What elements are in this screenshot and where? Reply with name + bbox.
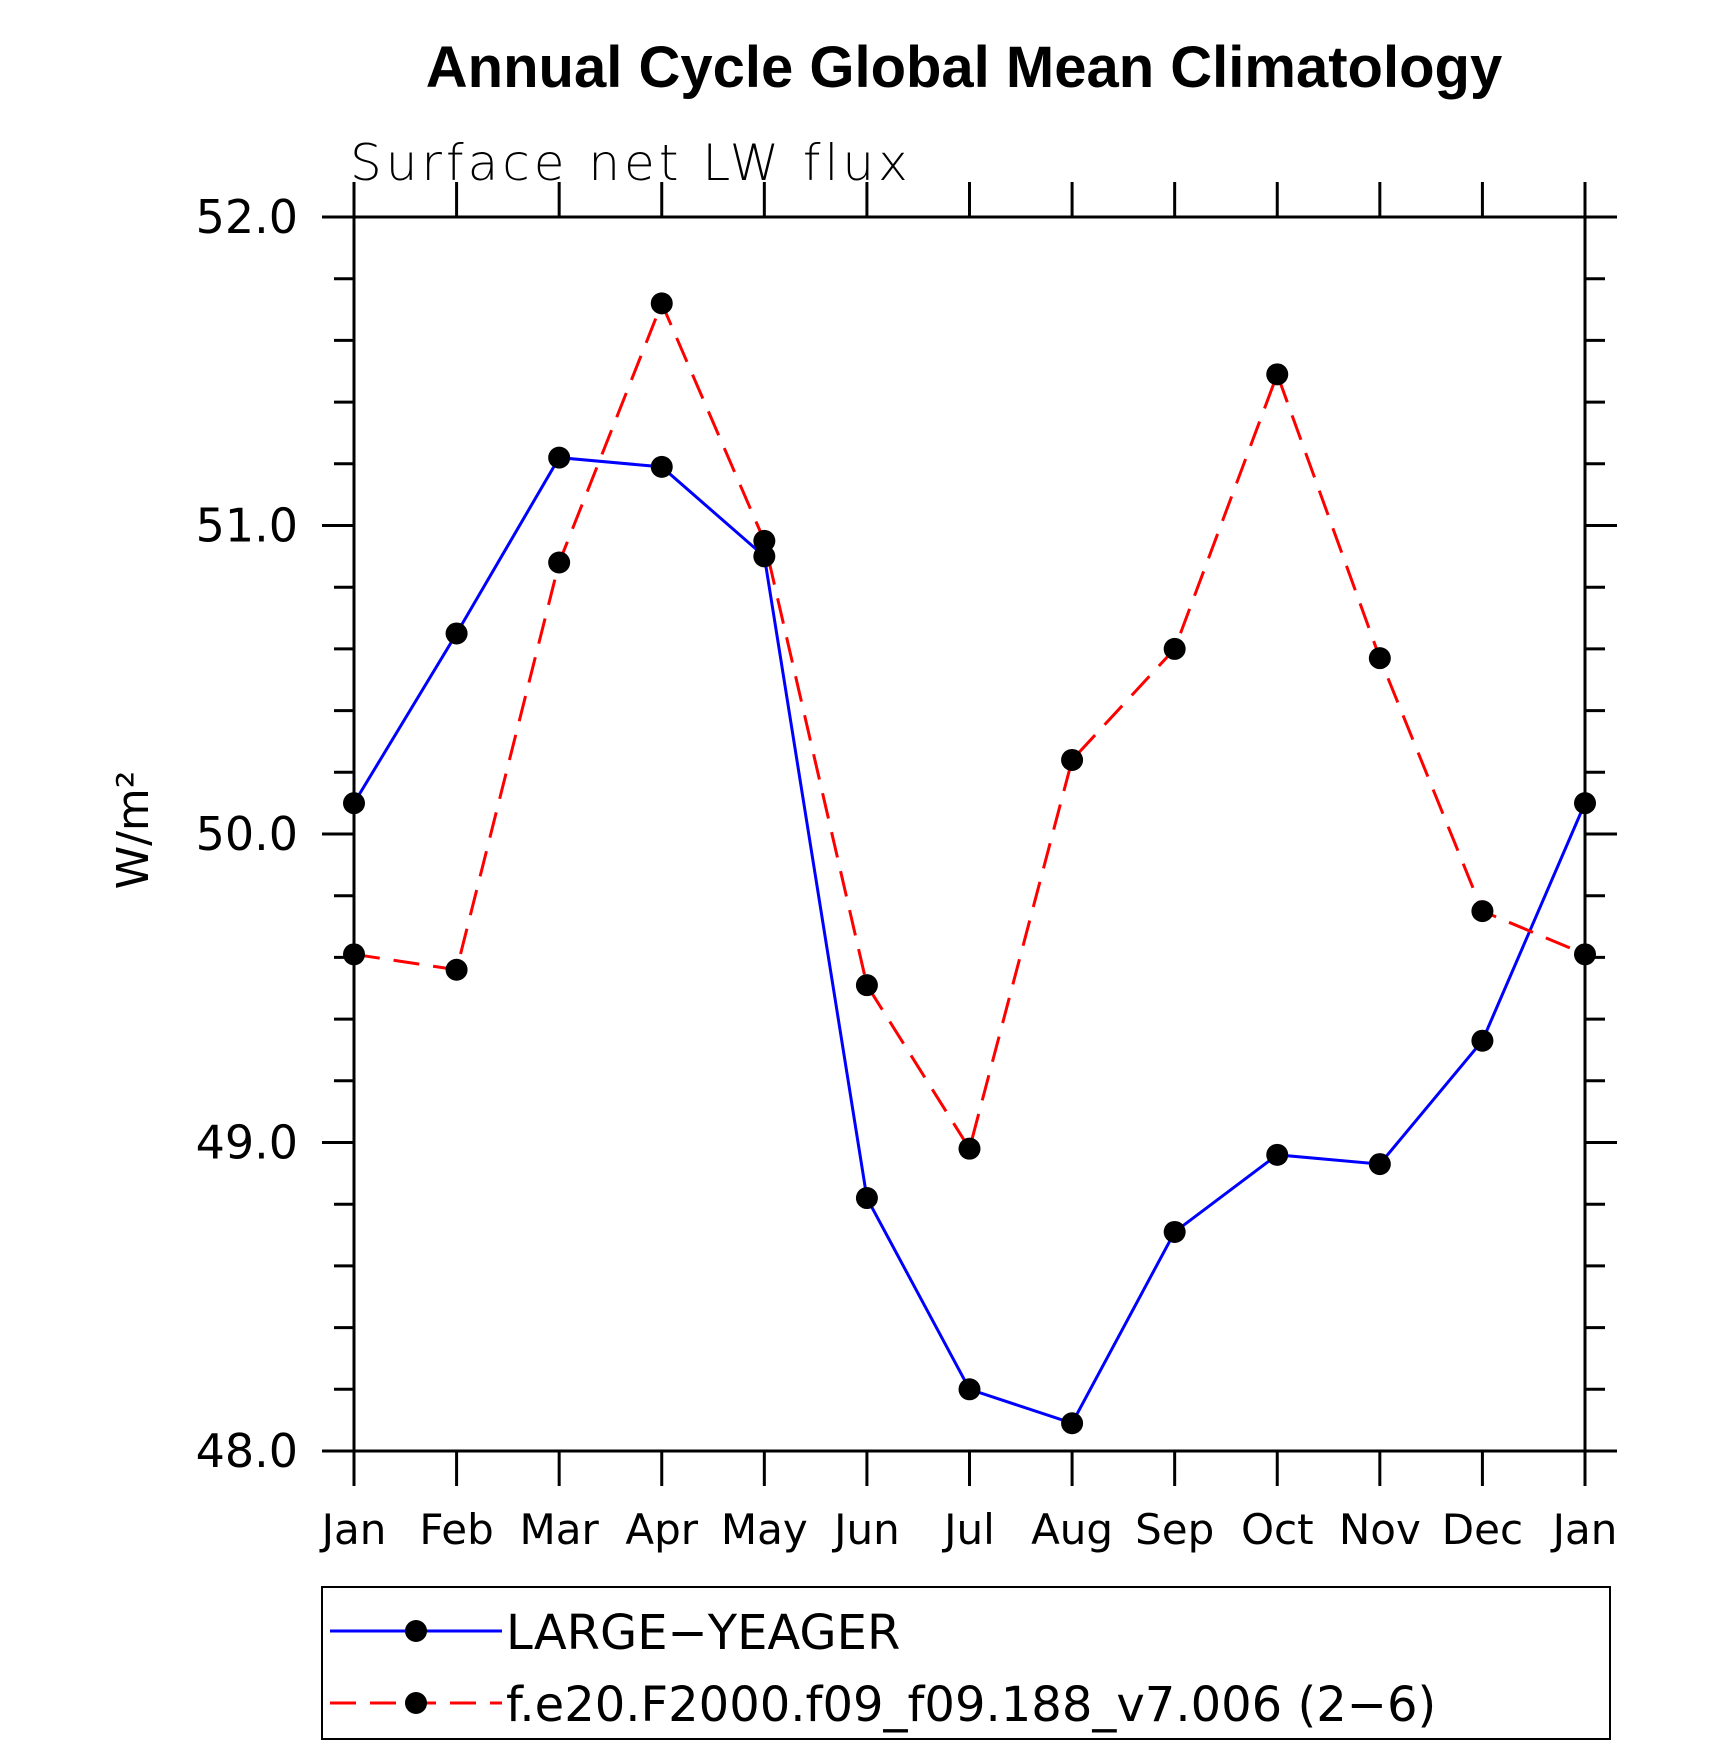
data-point — [1574, 943, 1596, 966]
x-tick-label: Jun — [831, 1505, 900, 1554]
legend-swatch-marker — [405, 1692, 427, 1714]
x-tick-label: Jan — [1550, 1505, 1618, 1554]
data-point — [650, 455, 673, 478]
x-tick-label: Aug — [1031, 1505, 1113, 1554]
data-point — [1368, 647, 1391, 670]
x-tick-label: Jul — [941, 1505, 995, 1554]
data-point — [1061, 748, 1084, 771]
x-tick-label: Dec — [1442, 1505, 1523, 1554]
data-point — [1471, 900, 1494, 923]
data-point — [1471, 1029, 1494, 1052]
plot-frame — [352, 215, 1587, 1453]
y-axis-label: W/m² — [108, 771, 159, 890]
y-tick-label: 50.0 — [196, 807, 298, 861]
x-tick-label: Apr — [625, 1505, 698, 1554]
data-point — [753, 529, 776, 552]
x-tick-label: May — [721, 1505, 808, 1554]
data-point — [855, 974, 878, 997]
series-line — [352, 456, 1587, 1426]
data-point — [343, 943, 365, 966]
x-tick-label: Mar — [520, 1505, 600, 1554]
data-point — [855, 1187, 878, 1210]
data-point — [1163, 1220, 1186, 1243]
data-point — [343, 792, 365, 815]
y-tick-label: 52.0 — [196, 190, 298, 244]
series-line — [353, 299, 1586, 1153]
data-point — [1574, 792, 1596, 815]
data-point — [650, 292, 673, 315]
y-tick-label: 49.0 — [196, 1116, 298, 1170]
legend-label: f.e20.F2000.f09_f09.188_v7.006 (2−6) — [506, 1677, 1436, 1733]
chart-subtitle: Surface net LW flux — [350, 134, 912, 192]
legend-swatch-marker — [405, 1620, 427, 1642]
data-point — [1266, 1143, 1289, 1166]
data-point — [1163, 637, 1186, 660]
data-point — [1368, 1153, 1391, 1176]
data-point — [445, 622, 468, 645]
legend: LARGE−YEAGER f.e20.F2000.f09_f09.188_v7.0… — [321, 1586, 1611, 1740]
x-tick-label: Jan — [319, 1505, 387, 1554]
x-tick-label: Oct — [1241, 1505, 1314, 1554]
x-tick-label: Feb — [419, 1505, 493, 1554]
y-tick-label: 51.0 — [196, 499, 298, 553]
data-point — [445, 958, 468, 981]
data-point — [548, 446, 571, 469]
data-point — [753, 545, 776, 568]
x-tick-label: Sep — [1135, 1505, 1214, 1554]
plot-area: Jan Feb Mar Apr May Jun Jul Aug Sep Oct Nov Dec Jan 4… — [196, 182, 1618, 1554]
x-tick-label: Nov — [1339, 1505, 1421, 1554]
chart-title: Annual Cycle Global Mean Climatology — [426, 35, 1502, 100]
legend-box — [321, 1586, 1611, 1740]
legend-label: LARGE−YEAGER — [506, 1605, 900, 1661]
data-point — [1061, 1412, 1084, 1435]
y-tick-label: 48.0 — [196, 1424, 298, 1478]
data-point — [548, 551, 571, 574]
data-point — [958, 1378, 981, 1401]
data-point — [958, 1137, 981, 1160]
data-point — [1266, 363, 1289, 386]
